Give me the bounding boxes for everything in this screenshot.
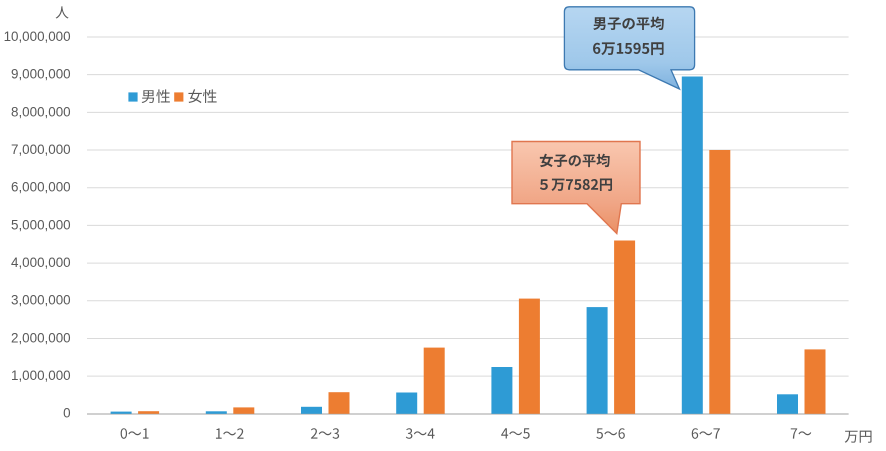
svg-text:1,000,000: 1,000,000 [11,368,71,383]
svg-text:10,000,000: 10,000,000 [4,29,71,44]
svg-text:7,000,000: 7,000,000 [11,142,71,157]
svg-text:3,000,000: 3,000,000 [11,293,71,308]
svg-text:5,000,000: 5,000,000 [11,217,71,232]
svg-text:2,000,000: 2,000,000 [11,330,71,345]
svg-text:9,000,000: 9,000,000 [11,67,71,82]
svg-text:4,000,000: 4,000,000 [11,255,71,270]
svg-text:0: 0 [63,406,70,421]
svg-text:6,000,000: 6,000,000 [11,180,71,195]
svg-text:8,000,000: 8,000,000 [11,104,71,119]
